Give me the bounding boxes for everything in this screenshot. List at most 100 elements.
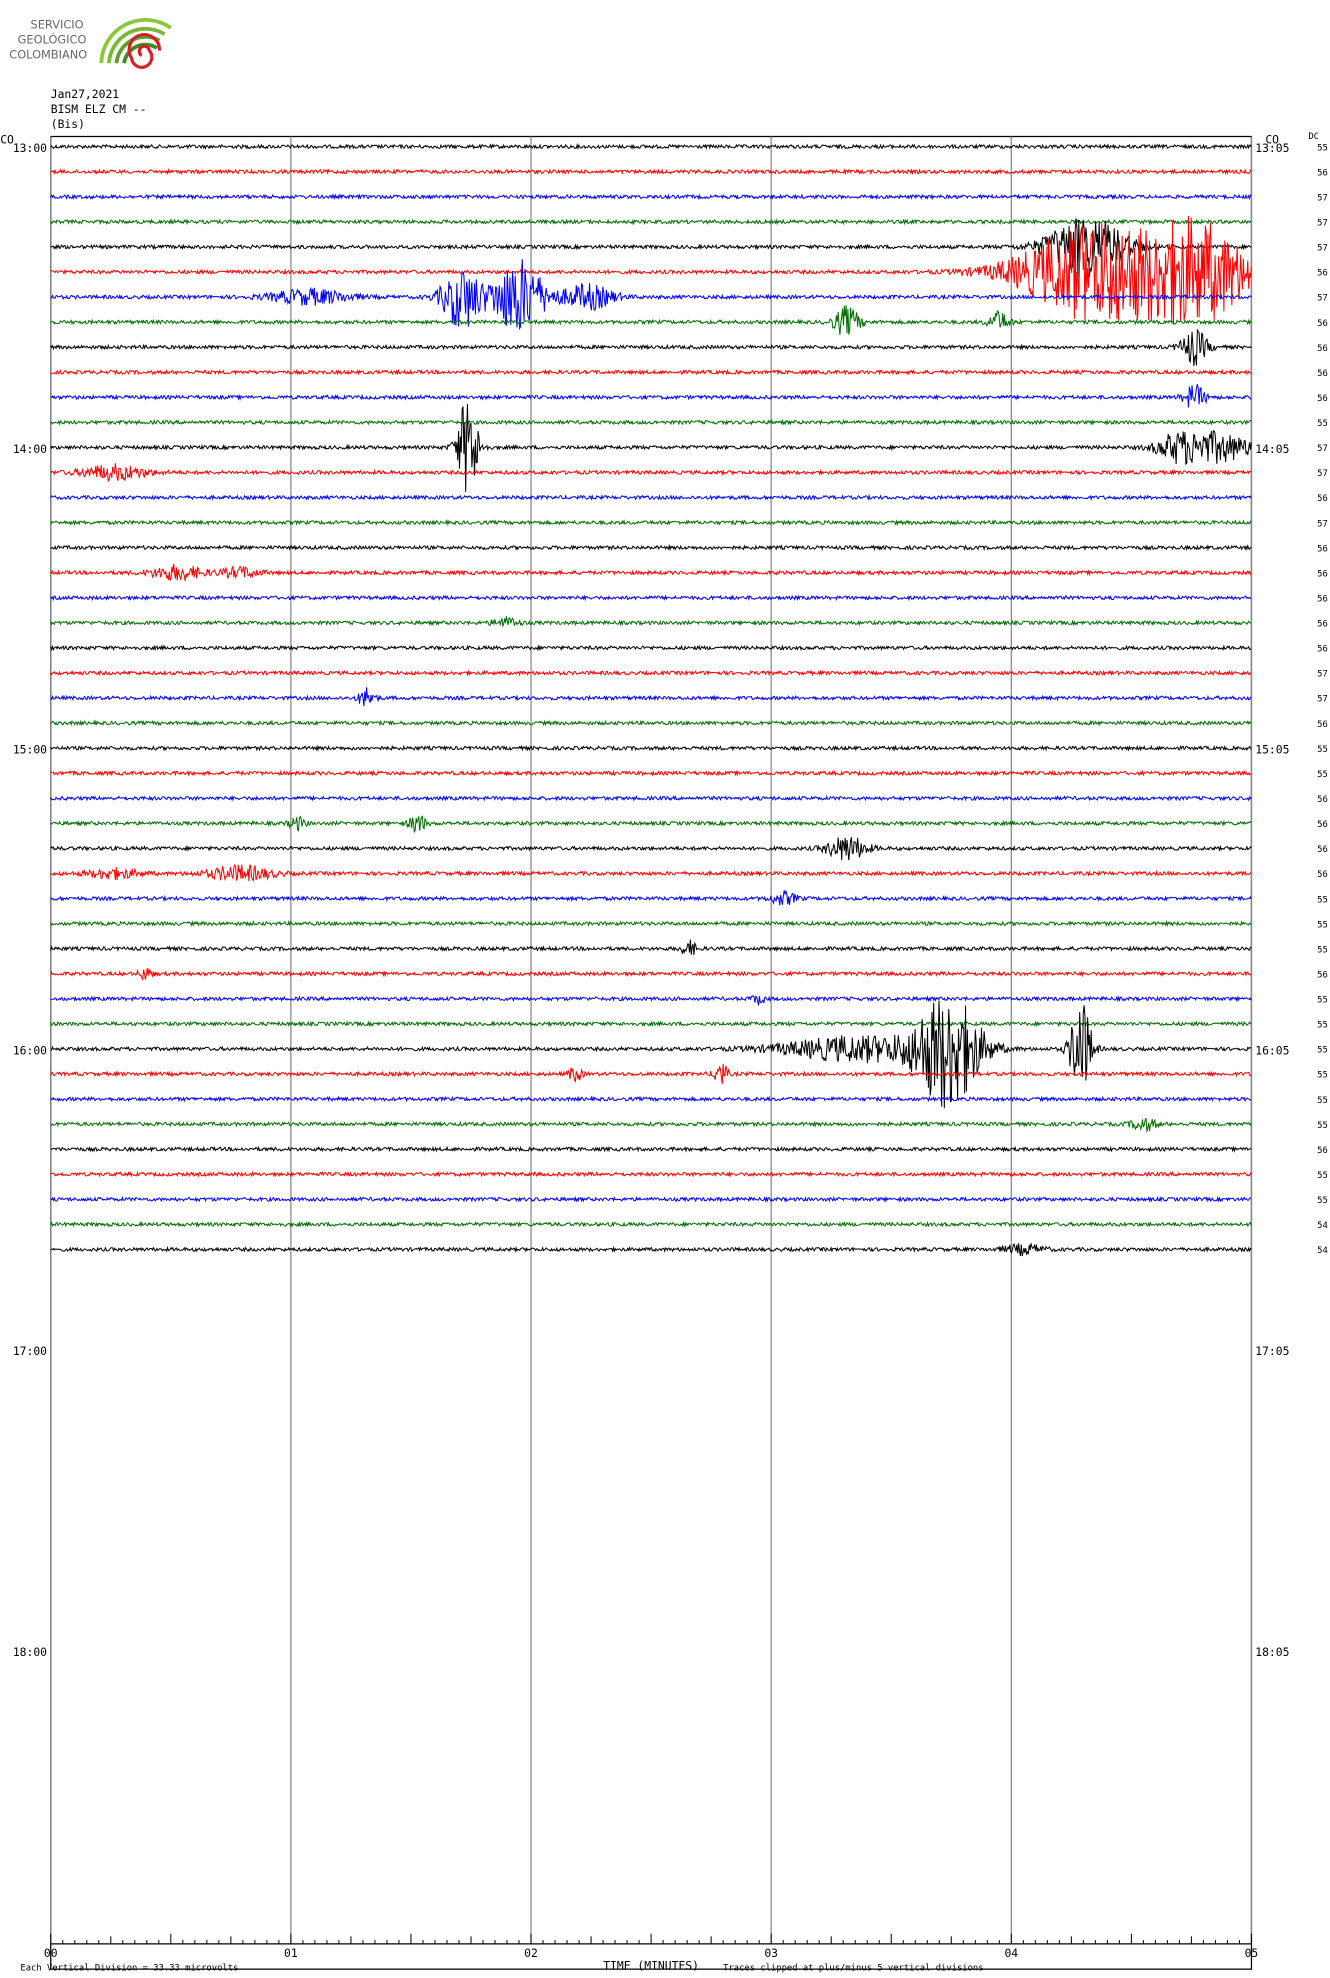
trace — [50, 305, 1252, 335]
trace — [50, 1220, 1252, 1228]
dc-label: 57 — [1317, 670, 1328, 680]
trace — [50, 1195, 1252, 1203]
trace — [50, 968, 1252, 982]
trace — [50, 1000, 1252, 1109]
dc-label: 56 — [1317, 569, 1328, 579]
trace — [50, 769, 1252, 777]
logo: SERVICIO GEOLÓGICO COLOMBIANO — [9, 17, 172, 69]
dc-label: 56 — [1317, 319, 1328, 329]
time-label: 18:05 — [1255, 1645, 1289, 1659]
dc-label: 56 — [1317, 870, 1328, 880]
trace — [50, 519, 1252, 527]
dc-label: 56 — [1317, 845, 1328, 855]
trace — [50, 1170, 1252, 1178]
trace — [50, 995, 1252, 1006]
trace — [50, 404, 1252, 493]
trace — [50, 1243, 1252, 1257]
dc-label: 55 — [1317, 1171, 1328, 1181]
plot-frame — [50, 135, 1253, 1970]
trace — [50, 644, 1252, 652]
trace — [50, 889, 1252, 906]
trace — [50, 168, 1252, 176]
time-label: 16:05 — [1255, 1043, 1289, 1057]
dc-label: 55 — [1317, 920, 1328, 930]
trace — [50, 939, 1252, 956]
dc-label: 57 — [1317, 194, 1328, 204]
trace — [50, 418, 1252, 426]
footer-note: Traces clipped at plus/minus 5 vertical … — [723, 1963, 983, 1973]
dc-label: 55 — [1317, 1121, 1328, 1131]
dc-label: 56 — [1317, 595, 1328, 605]
trace — [50, 837, 1252, 861]
x-tick-label: 00 — [44, 1946, 58, 1960]
trace — [50, 328, 1252, 367]
dc-label: 55 — [1317, 895, 1328, 905]
corner-label: CO — [0, 132, 14, 146]
dc-label: 55 — [1317, 770, 1328, 780]
time-label: 13:05 — [1255, 141, 1289, 155]
dc-label: 57 — [1317, 519, 1328, 529]
time-label: 15:00 — [13, 743, 47, 757]
x-tick-label: 05 — [1245, 1946, 1259, 1960]
dc-label: 55 — [1317, 745, 1328, 755]
trace — [50, 1117, 1252, 1132]
trace — [50, 1145, 1252, 1153]
dc-label: 55 — [1317, 1021, 1328, 1031]
trace — [50, 463, 1252, 482]
dc-label: 57 — [1317, 219, 1328, 229]
station-label: (Bis) — [51, 117, 85, 131]
date: Jan27,2021 — [51, 87, 120, 101]
x-tick-label: 04 — [1004, 1946, 1018, 1960]
trace — [50, 815, 1252, 833]
time-label: 17:05 — [1255, 1344, 1289, 1358]
dc-label: 54 — [1317, 1221, 1328, 1231]
footer-note: Each Vertical Division = 33.33 microvolt… — [20, 1963, 238, 1973]
dc-label: 56 — [1317, 795, 1328, 805]
dc-label: 55 — [1317, 143, 1328, 153]
dc-label: 56 — [1317, 620, 1328, 630]
dc-label: 57 — [1317, 444, 1328, 454]
dc-label: 55 — [1317, 945, 1328, 955]
dc-header: DC — [1308, 132, 1319, 142]
time-label: 15:05 — [1255, 743, 1289, 757]
trace — [50, 193, 1252, 201]
trace — [50, 142, 1252, 151]
trace — [50, 1063, 1252, 1085]
dc-label: 56 — [1317, 494, 1328, 504]
trace — [50, 863, 1252, 883]
x-tick-label: 02 — [524, 1946, 538, 1960]
org-line: COLOMBIANO — [9, 48, 87, 62]
station: BISM ELZ CM -- — [51, 102, 147, 116]
time-label: 16:00 — [13, 1043, 47, 1057]
dc-label: 55 — [1317, 1096, 1328, 1106]
trace — [50, 687, 1252, 707]
trace — [50, 616, 1252, 628]
dc-label: 56 — [1317, 970, 1328, 980]
dc-label: 56 — [1317, 369, 1328, 379]
dc-label: 57 — [1317, 244, 1328, 254]
dc-label: 55 — [1317, 996, 1328, 1006]
org-line: GEOLÓGICO — [18, 32, 87, 46]
trace — [50, 543, 1252, 552]
time-label: 13:00 — [13, 141, 47, 155]
trace — [50, 719, 1252, 727]
time-label: 14:05 — [1255, 442, 1289, 456]
time-label: 17:00 — [13, 1344, 47, 1358]
trace — [50, 368, 1252, 376]
trace — [50, 384, 1252, 408]
dc-label: 56 — [1317, 544, 1328, 554]
dc-label: 56 — [1317, 820, 1328, 830]
time-label: 14:00 — [13, 442, 47, 456]
trace — [50, 563, 1252, 582]
x-tick-label: 01 — [284, 1946, 298, 1960]
trace — [50, 215, 1252, 325]
dc-label: 55 — [1317, 1046, 1328, 1056]
trace — [50, 794, 1252, 802]
trace — [50, 744, 1252, 752]
x-tick-label: 03 — [764, 1946, 778, 1960]
trace — [50, 1020, 1252, 1028]
trace — [50, 1095, 1252, 1103]
trace — [50, 493, 1252, 502]
